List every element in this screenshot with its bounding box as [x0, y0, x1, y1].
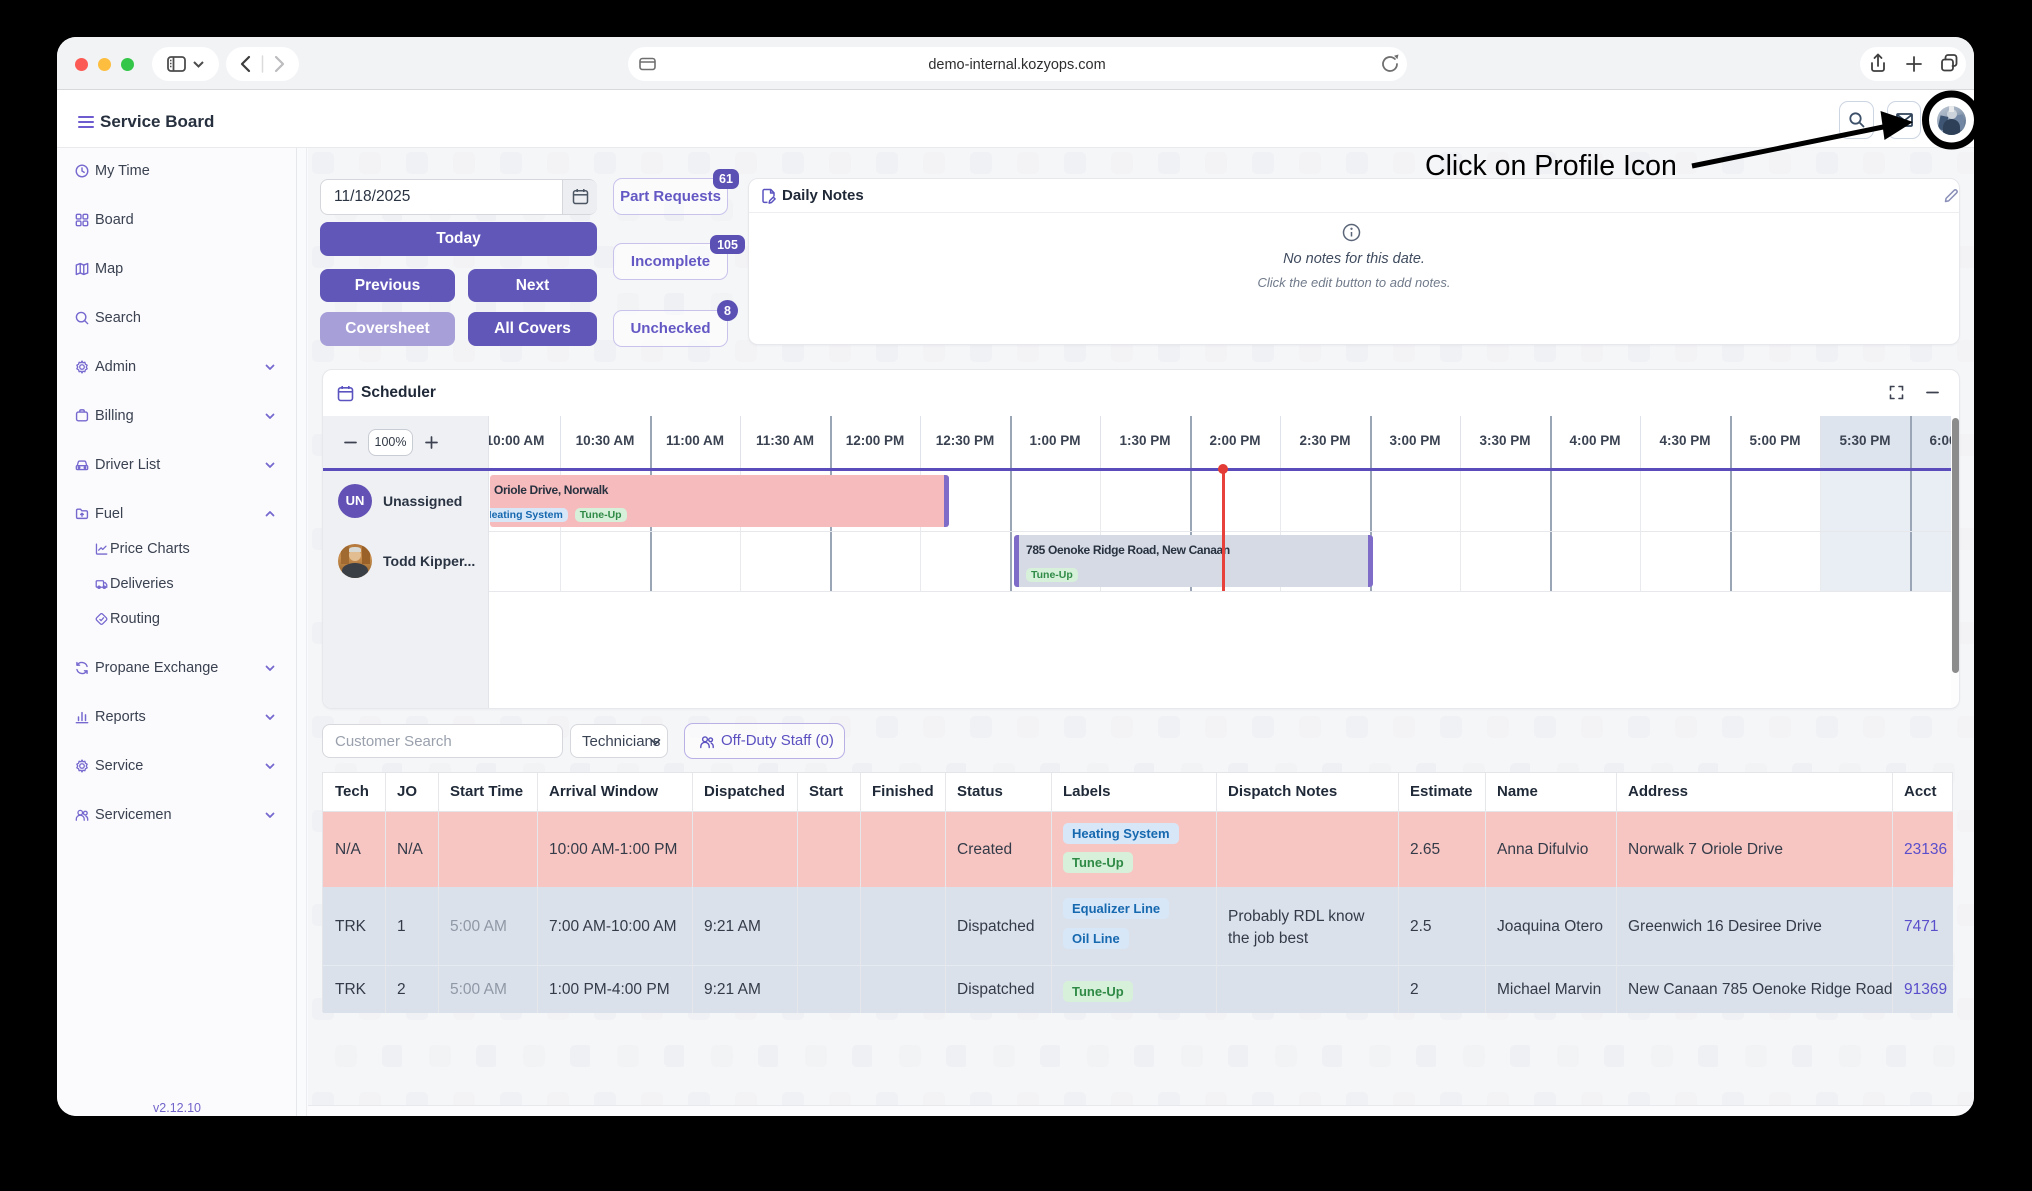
svg-text:demo-internal.kozyops.com: demo-internal.kozyops.com — [928, 57, 1105, 73]
